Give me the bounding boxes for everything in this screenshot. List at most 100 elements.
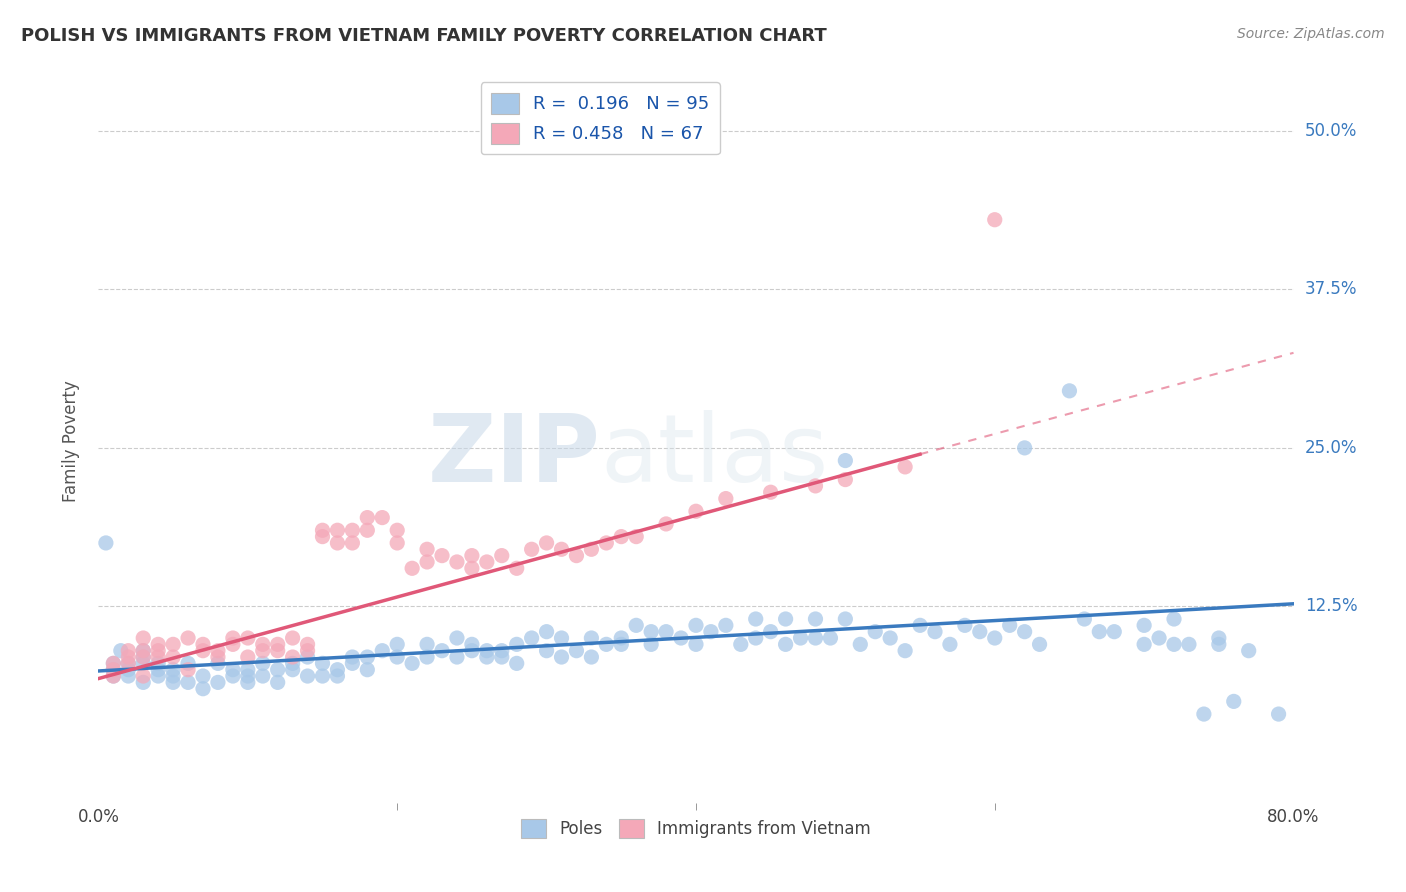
Point [385,637,409,651]
Point [506,657,529,671]
Point [416,650,439,665]
Point [834,612,856,626]
Point [103,657,125,671]
Point [103,657,125,671]
Point [1028,637,1050,651]
Point [865,624,887,639]
Point [281,657,304,671]
Point [207,650,229,665]
Point [162,675,184,690]
Point [1267,707,1289,722]
Point [297,643,319,657]
Point [117,657,139,671]
Point [267,675,290,690]
Point [222,637,245,651]
Point [1163,637,1185,651]
Point [581,542,603,557]
Point [326,663,349,677]
Point [626,618,648,632]
Point [595,536,617,550]
Point [297,669,319,683]
Point [475,555,498,569]
Point [252,637,274,651]
Point [1163,612,1185,626]
Point [222,669,245,683]
Point [117,650,139,665]
Point [132,643,155,657]
Point [148,650,170,665]
Point [984,631,1007,645]
Point [789,631,811,645]
Point [1223,694,1246,708]
Point [610,530,633,544]
Point [326,523,349,537]
Point [1192,707,1215,722]
Point [430,549,453,563]
Point [222,663,245,677]
Point [191,681,214,696]
Point [311,669,333,683]
Point [565,549,588,563]
Point [834,453,856,467]
Point [236,650,259,665]
Point [162,637,184,651]
Point [148,663,170,677]
Point [506,561,529,575]
Point [207,675,229,690]
Point [775,612,797,626]
Point [385,650,409,665]
Point [252,657,274,671]
Point [1059,384,1081,398]
Text: 50.0%: 50.0% [1305,122,1357,140]
Point [685,637,707,651]
Point [177,663,200,677]
Point [356,510,378,524]
Text: POLISH VS IMMIGRANTS FROM VIETNAM FAMILY POVERTY CORRELATION CHART: POLISH VS IMMIGRANTS FROM VIETNAM FAMILY… [21,27,827,45]
Point [103,669,125,683]
Point [132,657,155,671]
Point [103,669,125,683]
Point [371,643,394,657]
Point [311,530,333,544]
Point [342,657,364,671]
Point [655,516,678,531]
Point [177,675,200,690]
Point [536,536,558,550]
Point [416,542,439,557]
Point [162,650,184,665]
Point [132,650,155,665]
Y-axis label: Family Poverty: Family Poverty [62,381,80,502]
Point [1014,441,1036,455]
Point [1014,624,1036,639]
Point [610,637,633,651]
Point [236,663,259,677]
Point [685,618,707,632]
Point [117,669,139,683]
Point [1133,618,1156,632]
Point [430,643,453,657]
Point [1147,631,1170,645]
Point [1104,624,1126,639]
Point [148,657,170,671]
Point [207,643,229,657]
Point [984,212,1007,227]
Point [626,530,648,544]
Point [401,657,423,671]
Point [132,631,155,645]
Point [326,536,349,550]
Point [1073,612,1095,626]
Point [252,669,274,683]
Point [550,650,572,665]
Point [103,663,125,677]
Point [177,631,200,645]
Point [714,491,737,506]
Point [132,643,155,657]
Point [775,637,797,651]
Point [550,542,572,557]
Point [326,669,349,683]
Point [908,618,931,632]
Point [894,643,917,657]
Point [1178,637,1201,651]
Point [148,669,170,683]
Legend: Poles, Immigrants from Vietnam: Poles, Immigrants from Vietnam [515,813,877,845]
